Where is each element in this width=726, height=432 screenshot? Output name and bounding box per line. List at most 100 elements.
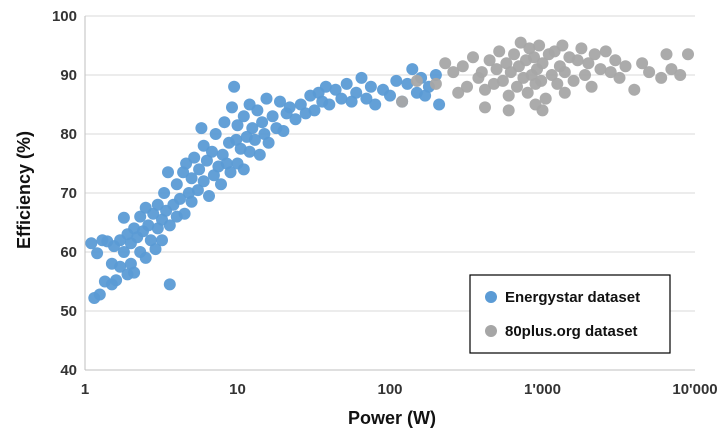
- data-point: [628, 83, 641, 96]
- data-point: [582, 57, 595, 70]
- data-point: [91, 247, 104, 260]
- data-point: [114, 260, 127, 273]
- data-point: [147, 207, 160, 220]
- x-tick-label: 10: [229, 381, 246, 398]
- axes: [84, 16, 695, 371]
- data-point: [174, 192, 186, 205]
- data-point: [619, 60, 632, 73]
- data-point: [514, 36, 527, 49]
- data-point: [200, 154, 213, 167]
- data-point: [433, 98, 446, 111]
- data-point: [149, 243, 162, 256]
- data-point: [390, 74, 403, 87]
- data-point: [256, 116, 269, 129]
- data-point: [195, 122, 208, 135]
- data-point: [609, 54, 622, 67]
- data-point: [613, 71, 626, 84]
- data-point: [209, 128, 222, 140]
- data-point: [360, 92, 373, 105]
- data-point: [536, 104, 549, 117]
- data-point: [128, 266, 141, 279]
- data-point: [243, 145, 256, 158]
- data-point: [156, 234, 168, 247]
- data-point: [345, 95, 358, 108]
- data-point: [251, 104, 264, 117]
- data-point: [674, 69, 687, 81]
- data-point: [483, 54, 496, 67]
- data-point: [185, 172, 198, 185]
- x-tick-label: 100: [377, 381, 402, 398]
- data-point: [636, 57, 649, 70]
- y-tick-label: 50: [60, 303, 77, 320]
- data-point: [340, 77, 353, 90]
- data-point: [193, 163, 206, 176]
- x-axis-title: Power (W): [348, 408, 436, 428]
- data-point: [144, 234, 157, 247]
- data-point: [231, 119, 244, 132]
- data-point: [226, 101, 238, 114]
- y-tick-label: 70: [60, 185, 77, 202]
- data-point: [643, 66, 656, 79]
- data-point: [384, 89, 396, 102]
- data-point: [545, 69, 558, 81]
- data-point: [588, 48, 601, 61]
- data-point: [439, 57, 452, 70]
- data-point: [558, 66, 571, 79]
- data-point: [158, 187, 171, 199]
- data-point: [660, 48, 673, 61]
- data-point: [206, 145, 218, 158]
- data-point: [277, 125, 290, 137]
- data-point: [558, 86, 571, 99]
- data-point: [260, 92, 273, 105]
- data-point: [490, 63, 503, 76]
- data-point: [197, 139, 210, 152]
- data-point: [163, 219, 176, 232]
- data-point: [502, 104, 515, 117]
- data-point: [528, 51, 540, 64]
- data-point: [151, 198, 164, 211]
- data-point: [283, 101, 296, 114]
- x-tick-label: 10'000: [672, 381, 717, 398]
- y-tick-label: 80: [60, 126, 77, 143]
- data-point: [551, 77, 564, 90]
- data-point: [539, 92, 552, 105]
- data-point: [575, 42, 588, 55]
- data-point: [248, 133, 261, 146]
- data-point: [536, 57, 549, 70]
- data-point: [571, 54, 584, 67]
- data-point: [511, 80, 523, 93]
- data-point: [500, 57, 513, 70]
- data-point: [599, 45, 612, 58]
- data-points: [85, 36, 694, 304]
- x-tick-label: 1'000: [524, 381, 561, 398]
- data-point: [170, 178, 183, 191]
- data-point: [521, 86, 534, 99]
- data-point: [185, 195, 198, 208]
- data-point: [274, 95, 286, 108]
- data-point: [594, 63, 607, 76]
- data-point: [579, 69, 591, 81]
- data-point: [188, 151, 201, 164]
- data-point: [246, 122, 259, 135]
- legend-label-80plus: 80plus.org dataset: [505, 323, 638, 340]
- data-point: [467, 51, 479, 64]
- data-point: [230, 133, 243, 146]
- data-point: [533, 39, 546, 52]
- data-point: [117, 211, 130, 224]
- data-point: [475, 66, 488, 79]
- data-point: [479, 101, 491, 114]
- data-point: [335, 92, 348, 105]
- data-point: [237, 163, 250, 176]
- data-point: [203, 190, 215, 202]
- data-point: [567, 74, 580, 87]
- data-point: [682, 48, 694, 61]
- data-point: [218, 116, 231, 129]
- data-point: [215, 178, 227, 191]
- legend-marker-energystar: [485, 291, 497, 303]
- data-point: [585, 80, 598, 93]
- y-tick-label: 100: [52, 8, 77, 25]
- data-point: [401, 77, 414, 90]
- data-point: [396, 95, 409, 108]
